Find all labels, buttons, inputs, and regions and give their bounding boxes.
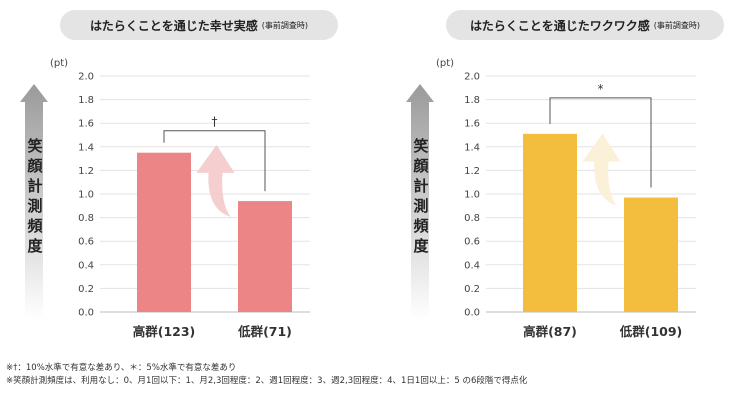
footnote-significance: ※†：10%水準で有意な差あり、＊：5%水準で有意な差あり	[6, 363, 237, 373]
y-tick-label: 0.2	[464, 284, 480, 295]
y-tick-label: 1.8	[78, 95, 94, 106]
x-category-label: 高群(123)	[133, 324, 196, 339]
y-tick-label: 1.0	[464, 190, 480, 201]
y-axis-unit: (pt)	[436, 58, 454, 69]
footnotes: ※†：10%水準で有意な差あり、＊：5%水準で有意な差あり ※笑顔計測頻度は、利…	[6, 362, 527, 388]
significance-mark: *	[598, 82, 604, 96]
significance-bracket	[163, 130, 266, 192]
x-category-label: 低群(71)	[237, 324, 292, 339]
y-tick-label: 1.0	[78, 190, 94, 201]
y-tick-label: 2.0	[78, 72, 94, 83]
chart-title-text: はたらくことを通じたワクワク感	[469, 18, 650, 33]
chart-subtitle: (事前調査時)	[261, 20, 308, 30]
y-tick-label: 1.4	[464, 142, 480, 153]
y-tick-label: 0.8	[78, 213, 94, 224]
y-tick-label: 0.6	[78, 237, 94, 248]
curved-arrow-icon	[582, 133, 621, 206]
y-tick-label: 0.8	[464, 213, 480, 224]
chart-subtitle: (事前調査時)	[653, 20, 700, 30]
y-tick-label: 0.6	[464, 237, 480, 248]
y-axis-label-block: 笑顔計測頻度	[14, 84, 54, 320]
footnote-scale: ※笑顔計測頻度は、利用なし：0、月1回以下：1、月2,3回程度：2、週1回程度：…	[6, 376, 528, 386]
up-arrow-icon	[20, 84, 48, 320]
bar	[624, 197, 678, 312]
y-tick-label: 0.0	[78, 308, 94, 319]
significance-bracket	[549, 97, 652, 188]
y-axis-unit: (pt)	[50, 58, 68, 69]
y-tick-label: 0.4	[464, 260, 480, 271]
x-category-label: 高群(87)	[523, 324, 577, 339]
chart-title-excitement: はたらくことを通じたワクワク感 (事前調査時)	[446, 10, 724, 40]
y-tick-label: 1.2	[78, 166, 94, 177]
bar	[238, 201, 292, 312]
y-tick-label: 0.0	[464, 308, 480, 319]
curved-arrow-shape	[582, 133, 621, 206]
y-axis-title: 笑顔計測頻度	[413, 137, 429, 255]
significance-mark: †	[212, 115, 218, 129]
y-tick-label: 1.4	[78, 142, 94, 153]
chart-title-happiness: はたらくことを通じた幸せ実感 (事前調査時)	[60, 10, 338, 40]
bar	[137, 152, 191, 312]
bar-chart-happiness: (pt) 0.0 0.2 0.4 0.6 0.8 1.0 1.2 1.4 1.6 1.8 2.0 高群(…	[50, 58, 310, 339]
y-tick-label: 2.0	[464, 72, 480, 83]
x-category-label: 低群(109)	[619, 324, 683, 339]
y-tick-label: 1.8	[464, 95, 480, 106]
y-axis-title: 笑顔計測頻度	[27, 137, 43, 255]
bar-chart-excitement: (pt) 0.0 0.2 0.4 0.6 0.8 1.0 1.2 1.4 1.6 1.8 2.0 高群(…	[436, 58, 696, 339]
curved-arrow-icon	[196, 144, 235, 217]
up-arrow-icon	[406, 84, 434, 320]
y-tick-label: 1.2	[464, 166, 480, 177]
chart-title-text: はたらくことを通じた幸せ実感	[89, 18, 258, 33]
bar	[523, 133, 577, 312]
curved-arrow-shape	[196, 144, 235, 217]
y-tick-label: 1.6	[78, 119, 94, 130]
y-axis-label-block: 笑顔計測頻度	[400, 84, 440, 320]
y-tick-label: 0.4	[78, 260, 94, 271]
y-tick-label: 0.2	[78, 284, 94, 295]
y-tick-label: 1.6	[464, 119, 480, 130]
